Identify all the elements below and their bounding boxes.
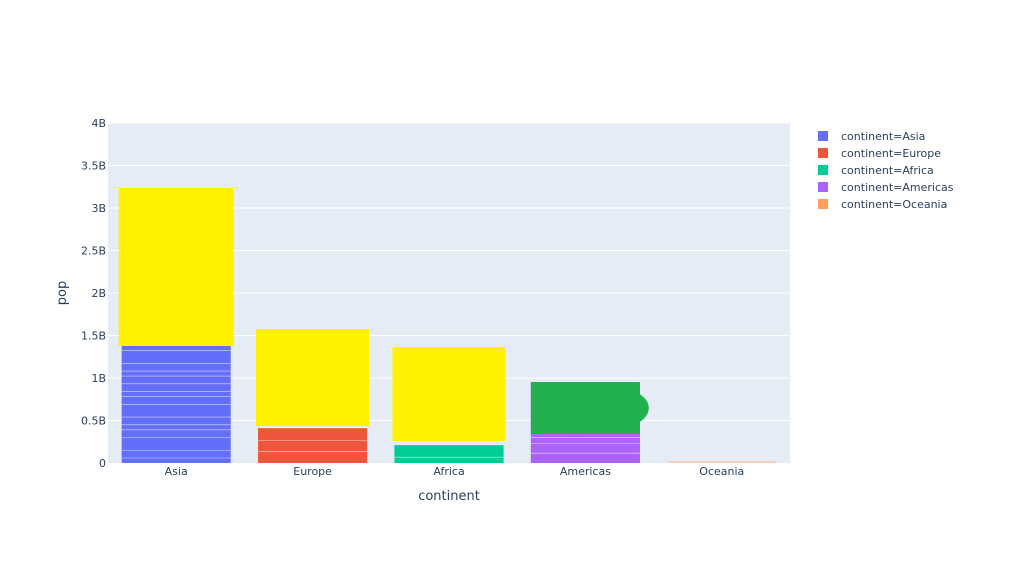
redaction-marks — [118, 188, 649, 441]
x-axis-title: continent — [418, 489, 480, 504]
legend-swatch — [818, 165, 828, 175]
y-tick-label: 2.5B — [81, 245, 106, 258]
redaction-europe — [256, 329, 370, 426]
legend-swatch — [818, 131, 828, 141]
legend-entry[interactable]: continent=Asia — [841, 130, 925, 143]
x-axis-ticks: Asia Europe Africa Americas Oceania — [165, 465, 745, 478]
redaction-asia — [118, 188, 234, 346]
redaction-africa — [392, 347, 506, 441]
y-tick-label: 0 — [99, 457, 106, 470]
legend-swatch — [818, 182, 828, 192]
x-tick-label: Americas — [560, 465, 611, 478]
legend-swatch — [818, 199, 828, 209]
y-axis-ticks: 0 0.5B 1B 1.5B 2B 2.5B 3B 3.5B 4B — [81, 117, 106, 470]
y-tick-label: 3B — [91, 202, 106, 215]
y-tick-label: 3.5B — [81, 160, 106, 173]
legend-entry[interactable]: continent=Europe — [841, 147, 941, 160]
legend-entry[interactable]: continent=Oceania — [841, 198, 947, 211]
x-tick-label: Asia — [165, 465, 188, 478]
bar-europe — [258, 428, 368, 463]
x-tick-label: Europe — [293, 465, 332, 478]
legend-entry[interactable]: continent=Africa — [841, 164, 934, 177]
y-tick-label: 4B — [91, 117, 106, 130]
legend-swatch — [818, 148, 828, 158]
y-tick-label: 1B — [91, 372, 106, 385]
redaction-americas-blob — [532, 382, 649, 434]
y-axis-title: pop — [55, 281, 70, 305]
legend: continent=Asia continent=Europe continent=… — [818, 130, 954, 211]
x-tick-label: Oceania — [699, 465, 744, 478]
bar-africa — [394, 445, 504, 463]
legend-entry[interactable]: continent=Americas — [841, 181, 954, 194]
y-tick-label: 0.5B — [81, 415, 106, 428]
x-tick-label: Africa — [433, 465, 464, 478]
y-tick-label: 1.5B — [81, 330, 106, 343]
y-tick-label: 2B — [91, 287, 106, 300]
